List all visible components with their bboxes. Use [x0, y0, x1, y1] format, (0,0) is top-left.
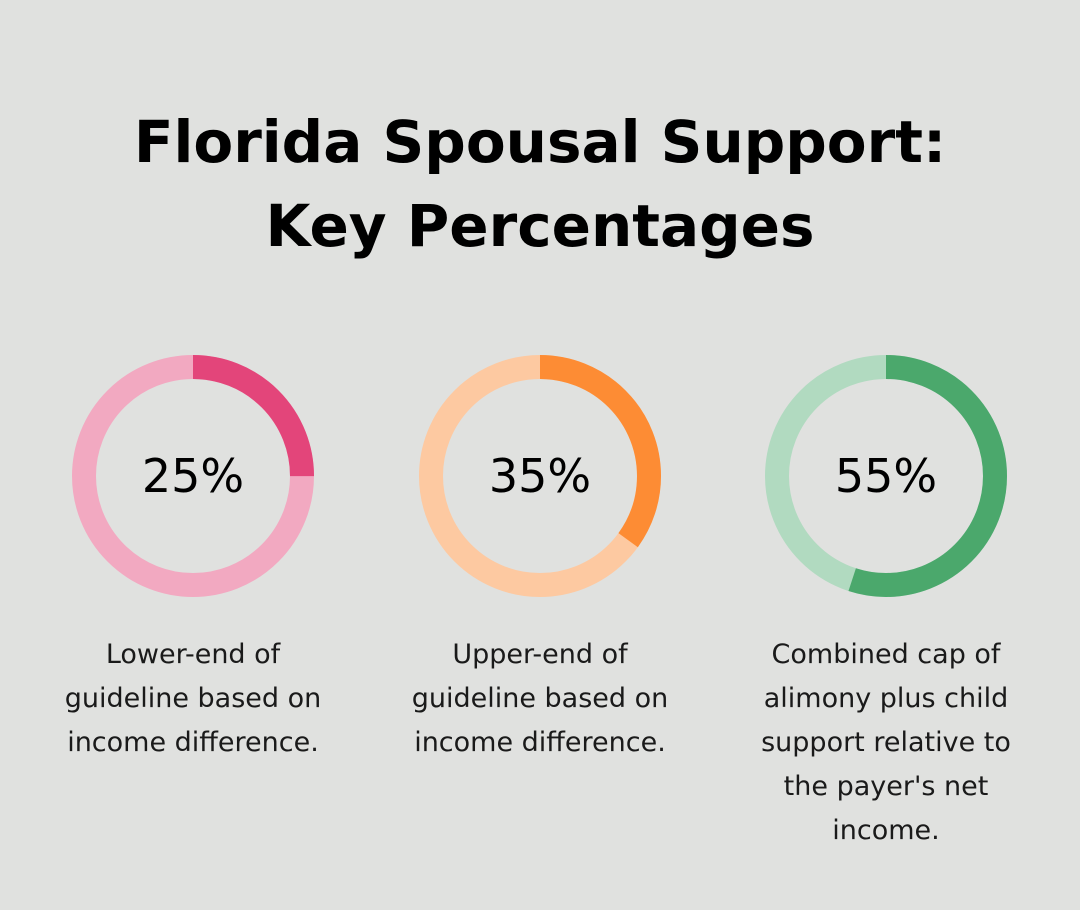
- donut-chart-lower-end: 25%: [72, 355, 314, 597]
- description-combined-cap: Combined cap of alimony plus child suppo…: [761, 639, 1011, 846]
- donut-chart-upper-end: 35%: [419, 355, 661, 597]
- page-title: Florida Spousal Support: Key Percentages: [0, 100, 1080, 268]
- donut-label-lower-end: 25%: [142, 449, 244, 503]
- page-title-line-2: Key Percentages: [265, 192, 815, 260]
- donut-label-upper-end: 35%: [489, 449, 591, 503]
- donut-label-combined-cap: 55%: [835, 449, 937, 503]
- description-lower-end: Lower-end of guideline based on income d…: [64, 639, 322, 758]
- description-upper-end: Upper-end of guideline based on income d…: [411, 639, 669, 758]
- stat-card-lower-end: 25% Lower-end of guideline based on inco…: [43, 353, 343, 765]
- donut-arc-lower-end: [72, 355, 314, 597]
- donut-chart-combined-cap: 55%: [765, 355, 1007, 597]
- page-title-line-1: Florida Spousal Support:: [133, 108, 947, 176]
- donut-arc-upper-end: [419, 355, 661, 597]
- donut-arc-combined-cap: [765, 355, 1007, 597]
- stat-card-upper-end: 35% Upper-end of guideline based on inco…: [390, 353, 690, 765]
- stat-card-combined-cap: 55% Combined cap of alimony plus child s…: [736, 353, 1036, 853]
